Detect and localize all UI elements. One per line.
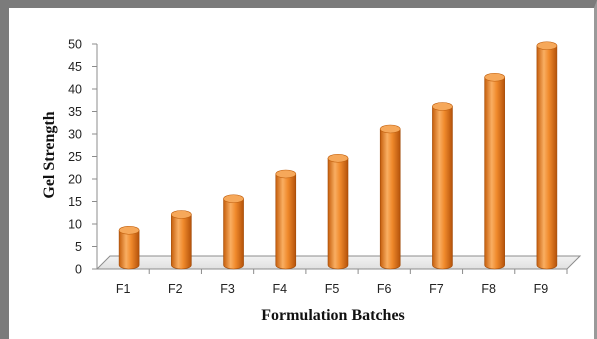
y-tick-label: 0 <box>75 263 82 277</box>
y-tick-label: 20 <box>68 173 82 187</box>
x-tick-label: F9 <box>534 282 549 296</box>
x-tick-label: F6 <box>377 282 392 296</box>
y-tick-label: 45 <box>68 60 82 74</box>
bars <box>118 41 558 270</box>
bar <box>327 153 349 270</box>
y-ticks: 0 5 10 15 20 25 30 35 40 45 50 <box>68 38 97 277</box>
bar-body <box>171 214 192 270</box>
bar-top <box>275 169 297 179</box>
bar <box>484 72 505 270</box>
y-tick-label: 5 <box>75 240 82 254</box>
bar <box>536 41 558 270</box>
y-tick-label: 10 <box>68 218 82 232</box>
y-axis-label: Gel Strength <box>41 111 58 198</box>
x-tick-label: F4 <box>272 282 287 296</box>
bar-body <box>275 173 297 270</box>
bar-body <box>379 128 401 270</box>
x-tick-label: F2 <box>168 282 183 296</box>
bar-top <box>379 124 401 134</box>
bar <box>275 169 297 270</box>
bar <box>171 210 192 270</box>
y-tick-label: 25 <box>68 150 82 164</box>
bar <box>379 124 401 270</box>
bar-top <box>484 72 505 82</box>
bar-body <box>536 45 558 270</box>
bar-top <box>327 153 349 163</box>
bar <box>118 225 140 270</box>
y-tick-label: 15 <box>68 195 82 209</box>
bar-top <box>171 210 192 219</box>
bar-body <box>327 157 349 270</box>
bar-body <box>118 229 140 270</box>
x-tick-label: F5 <box>325 282 340 296</box>
bar-top <box>223 194 244 204</box>
bar-body <box>484 76 505 270</box>
bar-top <box>118 225 140 235</box>
bar-top <box>536 41 558 51</box>
x-tick-label: F1 <box>116 282 131 296</box>
x-tick-label: F8 <box>481 282 496 296</box>
y-tick-label: 40 <box>68 83 82 97</box>
y-tick-label: 35 <box>68 105 82 119</box>
x-tick-label: F7 <box>429 282 444 296</box>
bar <box>223 194 244 270</box>
bar-body <box>223 198 244 270</box>
x-axis-label: Formulation Batches <box>261 307 405 324</box>
y-tick-label: 50 <box>68 38 82 52</box>
x-ticks: F1 F2 F3 F4 F5 F6 F7 F8 F9 <box>116 269 568 296</box>
bar <box>432 102 453 270</box>
y-tick-label: 30 <box>68 128 82 142</box>
bar-top <box>432 102 453 111</box>
bar-body <box>432 106 453 270</box>
x-tick-label: F3 <box>220 282 235 296</box>
